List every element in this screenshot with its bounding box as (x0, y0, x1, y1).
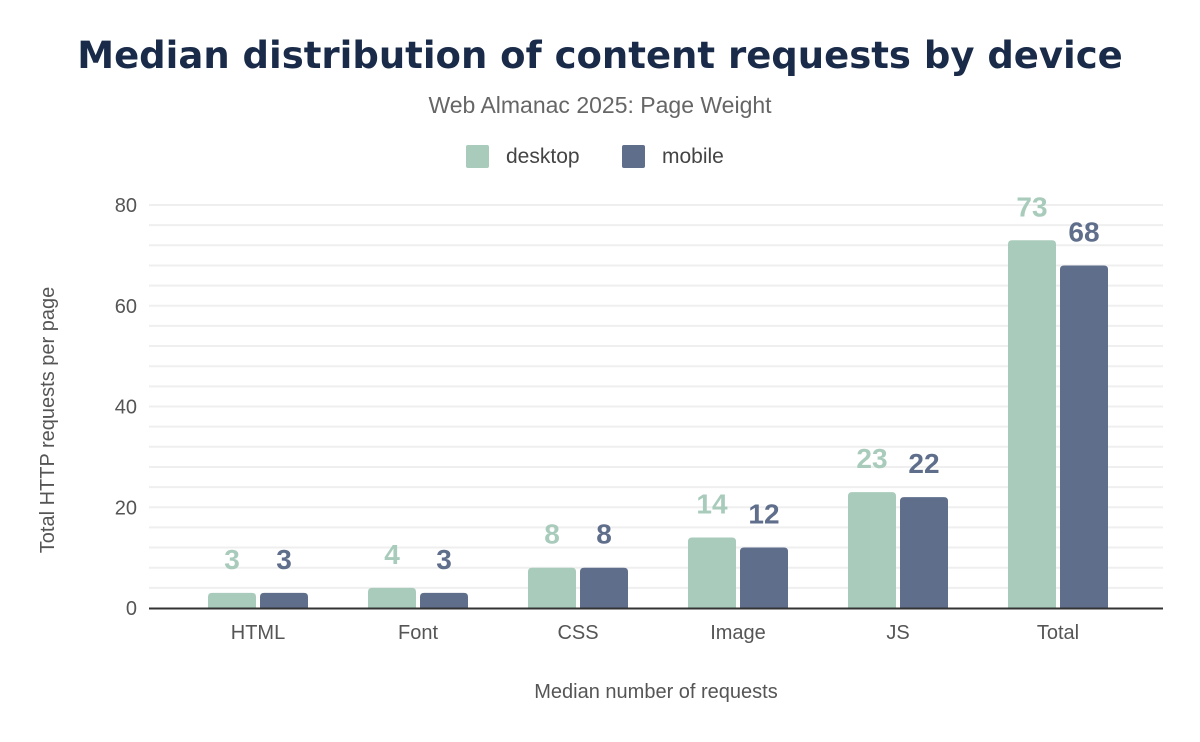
data-label-mobile-js: 22 (908, 448, 939, 479)
y-axis-ticks: 0 20 40 60 80 (115, 195, 137, 620)
data-label-desktop-font: 4 (384, 539, 400, 570)
data-label-desktop-js: 23 (856, 443, 887, 474)
data-label-mobile-css: 8 (596, 519, 612, 550)
bar-mobile-image (740, 547, 788, 608)
bar-mobile-html (260, 592, 308, 608)
chart-subtitle: Web Almanac 2025: Page Weight (428, 92, 772, 118)
bar-mobile-total (1060, 265, 1108, 608)
x-tick-label: Image (710, 622, 766, 644)
chart-title: Median distribution of content requests … (77, 34, 1122, 77)
bar-mobile-css (580, 567, 628, 608)
x-tick-label: Font (398, 622, 438, 644)
bar-desktop-total (1008, 240, 1056, 608)
data-label-mobile-font: 3 (436, 544, 452, 575)
y-tick-label: 20 (115, 497, 137, 519)
data-label-desktop-html: 3 (224, 544, 240, 575)
x-tick-label: CSS (557, 622, 598, 644)
data-label-desktop-total: 73 (1016, 191, 1047, 222)
x-axis-ticks: HTML Font CSS Image JS Total (231, 622, 1079, 644)
y-tick-label: 60 (115, 296, 137, 318)
x-tick-label: Total (1037, 622, 1079, 644)
bar-mobile-font (420, 592, 468, 608)
legend-swatch-mobile (622, 145, 645, 168)
legend-swatch-desktop (466, 145, 489, 168)
data-label-desktop-css: 8 (544, 519, 560, 550)
bar-desktop-js (848, 492, 896, 608)
data-label-mobile-total: 68 (1068, 216, 1099, 247)
gridlines (149, 204, 1163, 589)
y-tick-label: 80 (115, 195, 137, 217)
y-axis-label: Total HTTP requests per page (37, 287, 59, 553)
legend: desktop mobile (466, 145, 724, 168)
data-label-mobile-image: 12 (748, 499, 779, 530)
bar-mobile-js (900, 497, 948, 608)
legend-label-mobile: mobile (662, 145, 724, 168)
bars (208, 240, 1108, 608)
x-tick-label: HTML (231, 622, 285, 644)
bar-desktop-html (208, 592, 256, 608)
data-label-mobile-html: 3 (276, 544, 292, 575)
bar-desktop-font (368, 587, 416, 608)
bar-desktop-image (688, 537, 736, 608)
data-label-desktop-image: 14 (696, 488, 728, 519)
bar-desktop-css (528, 567, 576, 608)
x-tick-label: JS (886, 622, 909, 644)
y-tick-label: 40 (115, 397, 137, 419)
data-labels: 3 3 4 3 8 8 14 12 23 22 73 68 (224, 191, 1099, 575)
y-tick-label: 0 (126, 598, 137, 620)
x-axis-label: Median number of requests (534, 681, 777, 703)
legend-label-desktop: desktop (506, 145, 580, 168)
